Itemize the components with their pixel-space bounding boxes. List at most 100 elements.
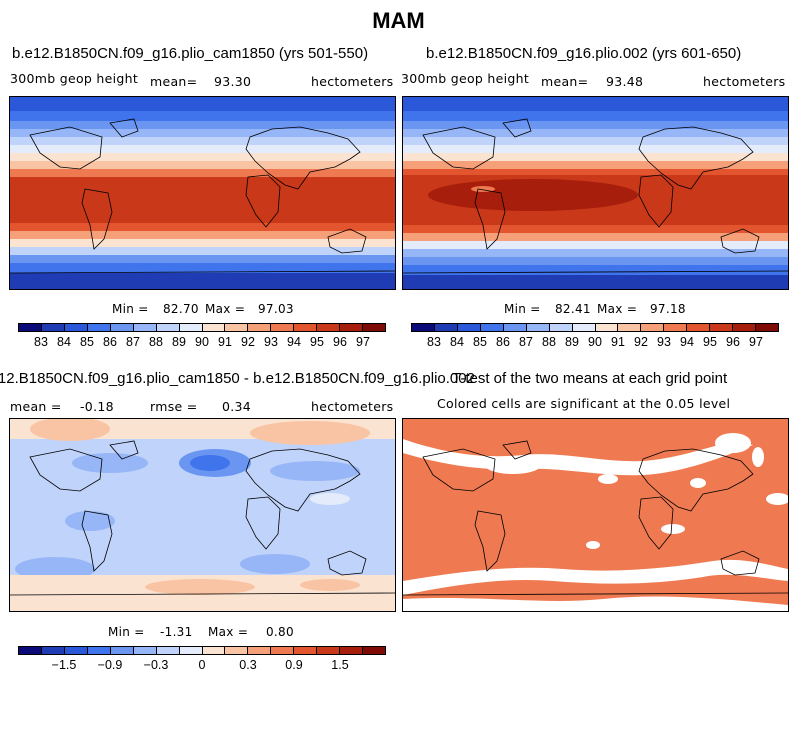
colorbar-swatch (225, 647, 249, 654)
panel-1-min-value: 82.70 (163, 302, 199, 316)
panel-3-colorbar (18, 646, 386, 655)
panel-1-min-label: Min = (112, 302, 149, 316)
colorbar-swatch (340, 324, 364, 331)
colorbar-swatch (618, 324, 642, 331)
colorbar-swatch (225, 324, 249, 331)
panel-3-map (9, 418, 396, 612)
colorbar-swatch (363, 647, 385, 654)
panel-2-min-value: 82.41 (555, 302, 591, 316)
colorbar-tick-label: 97 (749, 335, 763, 349)
colorbar-tick-label: 0 (198, 658, 206, 672)
panel-2-title: b.e12.B1850CN.f09_g16.plio.002 (yrs 601-… (426, 45, 742, 62)
colorbar-swatch (457, 324, 481, 331)
colorbar-tick-label: 92 (241, 335, 255, 349)
colorbar-tick-label: 86 (103, 335, 117, 349)
colorbar-tick-label: 84 (450, 335, 464, 349)
panel-1-title: b.e12.B1850CN.f09_g16.plio_cam1850 (yrs … (12, 45, 369, 62)
colorbar-swatch (133, 324, 157, 331)
panel-3-max-label: Max = (208, 625, 249, 639)
colorbar-swatch (434, 324, 458, 331)
colorbar-tick-label: 1.5 (331, 658, 349, 672)
colorbar-swatch (64, 647, 88, 654)
colorbar-tick-label: 96 (726, 335, 740, 349)
panel-1-variable-label: 300mb geop height (10, 71, 139, 86)
colorbar-tick-label: 93 (264, 335, 278, 349)
panel-1-mean-value: 93.30 (214, 74, 252, 89)
colorbar-swatch (110, 324, 134, 331)
panel-3-mean-value: -0.18 (80, 399, 114, 414)
colorbar-tick-label: 88 (149, 335, 163, 349)
colorbar-swatch (595, 324, 619, 331)
colorbar-swatch (156, 324, 180, 331)
colorbar-swatch (294, 647, 318, 654)
panel-3-mean-label: mean = (10, 399, 62, 414)
colorbar-swatch (641, 324, 665, 331)
colorbar-swatch (710, 324, 734, 331)
colorbar-swatch (340, 647, 364, 654)
panel-3-max-value: 0.80 (266, 625, 294, 639)
colorbar-tick-label: −1.5 (51, 658, 77, 672)
colorbar-tick-label: 91 (611, 335, 625, 349)
panel-1-mean-label: mean= (150, 74, 198, 89)
colorbar-swatch (317, 647, 341, 654)
panel-2-mean-label: mean= (541, 74, 589, 89)
panel-3-min-label: Min = (108, 625, 145, 639)
panel-2-units: hectometers (703, 74, 786, 89)
colorbar-swatch (64, 324, 88, 331)
colorbar-tick-label: 90 (195, 335, 209, 349)
colorbar-swatch (110, 647, 134, 654)
colorbar-swatch (87, 647, 111, 654)
panel-3-rmse-label: rmse = (150, 399, 198, 414)
colorbar-swatch (248, 324, 272, 331)
colorbar-tick-label: 91 (218, 335, 232, 349)
colorbar-tick-label: 0.3 (239, 658, 257, 672)
colorbar-swatch (271, 324, 295, 331)
panel-3-rmse-value: 0.34 (222, 399, 252, 414)
colorbar-swatch (19, 647, 42, 654)
colorbar-swatch (87, 324, 111, 331)
colorbar-tick-label: 83 (34, 335, 48, 349)
colorbar-tick-label: 95 (310, 335, 324, 349)
colorbar-swatch (317, 324, 341, 331)
colorbar-swatch (572, 324, 596, 331)
colorbar-swatch (156, 647, 180, 654)
colorbar-swatch (19, 324, 42, 331)
panel-3-min-value: -1.31 (160, 625, 193, 639)
panel-2-variable-label: 300mb geop height (401, 71, 530, 86)
colorbar-tick-label: 94 (680, 335, 694, 349)
colorbar-swatch (756, 324, 778, 331)
panel-2-max-value: 97.18 (650, 302, 686, 316)
colorbar-swatch (41, 324, 65, 331)
colorbar-swatch (179, 647, 203, 654)
colorbar-tick-label: 93 (657, 335, 671, 349)
panel-4-map (402, 418, 789, 612)
panel-1-map (9, 96, 396, 290)
colorbar-swatch (664, 324, 688, 331)
colorbar-swatch (687, 324, 711, 331)
colorbar-tick-label: 95 (703, 335, 717, 349)
colorbar-tick-label: 87 (519, 335, 533, 349)
panel-1-colorbar (18, 323, 386, 332)
colorbar-tick-label: 90 (588, 335, 602, 349)
colorbar-swatch (133, 647, 157, 654)
colorbar-swatch (202, 324, 226, 331)
colorbar-swatch (271, 647, 295, 654)
colorbar-tick-label: 86 (496, 335, 510, 349)
colorbar-tick-label: 97 (356, 335, 370, 349)
colorbar-swatch (412, 324, 435, 331)
colorbar-tick-label: 84 (57, 335, 71, 349)
colorbar-tick-label: 85 (473, 335, 487, 349)
colorbar-tick-label: 0.9 (285, 658, 303, 672)
colorbar-tick-label: −0.3 (143, 658, 169, 672)
panel-4-title: T-test of the two means at each grid poi… (452, 370, 728, 387)
colorbar-swatch (526, 324, 550, 331)
colorbar-swatch (41, 647, 65, 654)
colorbar-swatch (503, 324, 527, 331)
panel-1-max-value: 97.03 (258, 302, 294, 316)
colorbar-swatch (549, 324, 573, 331)
colorbar-tick-label: 88 (542, 335, 556, 349)
panel-1-units: hectometers (311, 74, 394, 89)
colorbar-tick-label: 92 (634, 335, 648, 349)
colorbar-swatch (363, 324, 385, 331)
panel-2-colorbar (411, 323, 779, 332)
